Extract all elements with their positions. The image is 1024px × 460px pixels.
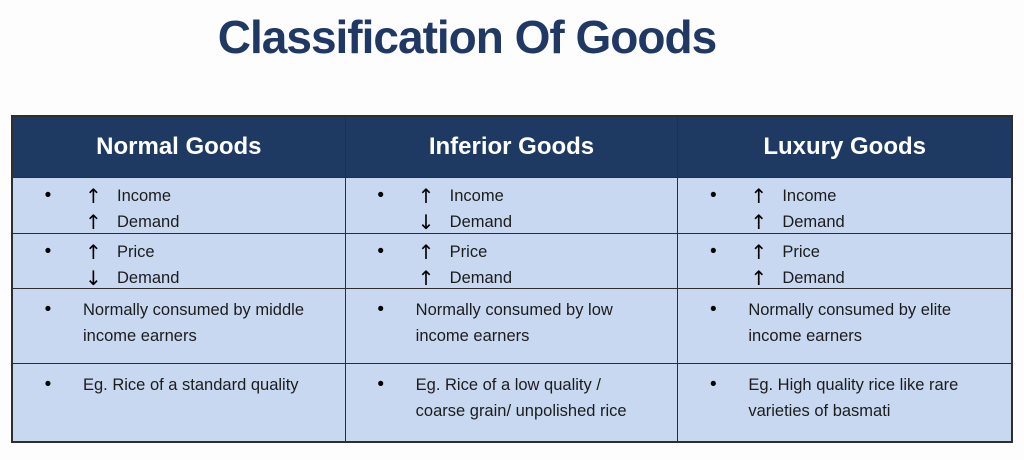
luxury-price-demand-cell: • ↑ Price ↑ Demand — [678, 234, 1011, 289]
bullet-icon: • — [377, 374, 384, 395]
up-arrow-icon: ↑ — [417, 266, 435, 289]
up-arrow-icon: ↑ — [85, 184, 102, 208]
up-arrow-icon: ↑ — [750, 184, 768, 208]
header-luxury-goods: Luxury Goods — [678, 117, 1011, 178]
consumer-text: Normally consumed by middle income earne… — [83, 301, 305, 345]
income-label: Income — [782, 187, 837, 205]
inferior-consumer-cell: • Normally consumed by low income earner… — [345, 289, 679, 364]
example-text: Eg. High quality rice like rare varietie… — [748, 376, 959, 420]
demand-label: Demand — [117, 269, 180, 287]
classification-table: Normal Goods Inferior Goods Luxury Goods… — [11, 115, 1013, 443]
bullet-icon: • — [710, 185, 717, 206]
demand-label: Demand — [782, 269, 845, 287]
demand-label: Demand — [449, 213, 513, 231]
down-arrow-icon: ↓ — [85, 266, 102, 289]
price-label: Price — [782, 243, 820, 261]
inferior-example-cell: • Eg. Rice of a low quality / coarse gra… — [346, 364, 679, 441]
income-line: • ↑ Income — [678, 183, 1011, 209]
bullet-icon: • — [710, 241, 717, 262]
inferior-price-demand-cell: • ↑ Price ↑ Demand — [345, 234, 679, 289]
demand-line: ↑ Demand — [678, 209, 1011, 234]
consumer-text: Normally consumed by elite income earner… — [748, 301, 951, 345]
example-text: Eg. Rice of a low quality / coarse grain… — [415, 376, 627, 420]
price-line: • ↑ Price — [678, 239, 1011, 265]
up-arrow-icon: ↑ — [750, 240, 768, 264]
luxury-consumer-cell: • Normally consumed by elite income earn… — [678, 289, 1011, 364]
bullet-icon: • — [710, 374, 717, 395]
demand-label: Demand — [117, 213, 180, 231]
income-label: Income — [117, 187, 172, 205]
normal-example-cell: • Eg. Rice of a standard quality — [13, 364, 346, 441]
demand-line: ↑ Demand — [678, 265, 1011, 289]
demand-label: Demand — [449, 269, 513, 287]
price-line: • ↑ Price — [13, 239, 345, 265]
demand-line: ↑ Demand — [13, 209, 345, 234]
bullet-icon: • — [377, 241, 384, 262]
demand-line: ↑ Demand — [346, 265, 678, 289]
bullet-icon: • — [44, 299, 52, 320]
demand-line: ↓ Demand — [13, 265, 345, 289]
consumer-text: Normally consumed by low income earners — [415, 301, 613, 345]
luxury-example-cell: • Eg. High quality rice like rare variet… — [678, 364, 1011, 441]
normal-consumer-cell: • Normally consumed by middle income ear… — [13, 289, 346, 364]
example-text: Eg. Rice of a standard quality — [83, 376, 299, 394]
bullet-icon: • — [44, 185, 52, 206]
demand-line: ↓ Demand — [346, 209, 678, 234]
price-label: Price — [449, 243, 488, 261]
up-arrow-icon: ↑ — [85, 210, 102, 234]
up-arrow-icon: ↑ — [750, 210, 768, 234]
bullet-icon: • — [44, 374, 52, 395]
up-arrow-icon: ↑ — [417, 184, 435, 208]
price-line: • ↑ Price — [346, 239, 678, 265]
up-arrow-icon: ↑ — [85, 240, 102, 264]
page-title: Classification Of Goods — [217, 11, 717, 63]
normal-price-demand-cell: • ↑ Price ↓ Demand — [13, 234, 346, 289]
up-arrow-icon: ↑ — [417, 240, 435, 264]
bullet-icon: • — [44, 241, 52, 262]
normal-income-demand-cell: • ↑ Income ↑ Demand — [13, 178, 346, 234]
price-label: Price — [117, 243, 155, 261]
demand-label: Demand — [782, 213, 845, 231]
inferior-income-demand-cell: • ↑ Income ↓ Demand — [345, 178, 679, 234]
income-label: Income — [449, 187, 504, 205]
up-arrow-icon: ↑ — [750, 266, 768, 289]
income-line: • ↑ Income — [13, 183, 345, 209]
income-line: • ↑ Income — [346, 183, 678, 209]
bullet-icon: • — [710, 299, 717, 320]
down-arrow-icon: ↓ — [417, 210, 435, 234]
bullet-icon: • — [377, 299, 384, 320]
header-inferior-goods: Inferior Goods — [345, 117, 679, 178]
bullet-icon: • — [377, 185, 384, 206]
header-normal-goods: Normal Goods — [13, 117, 346, 178]
luxury-income-demand-cell: • ↑ Income ↑ Demand — [678, 178, 1011, 234]
